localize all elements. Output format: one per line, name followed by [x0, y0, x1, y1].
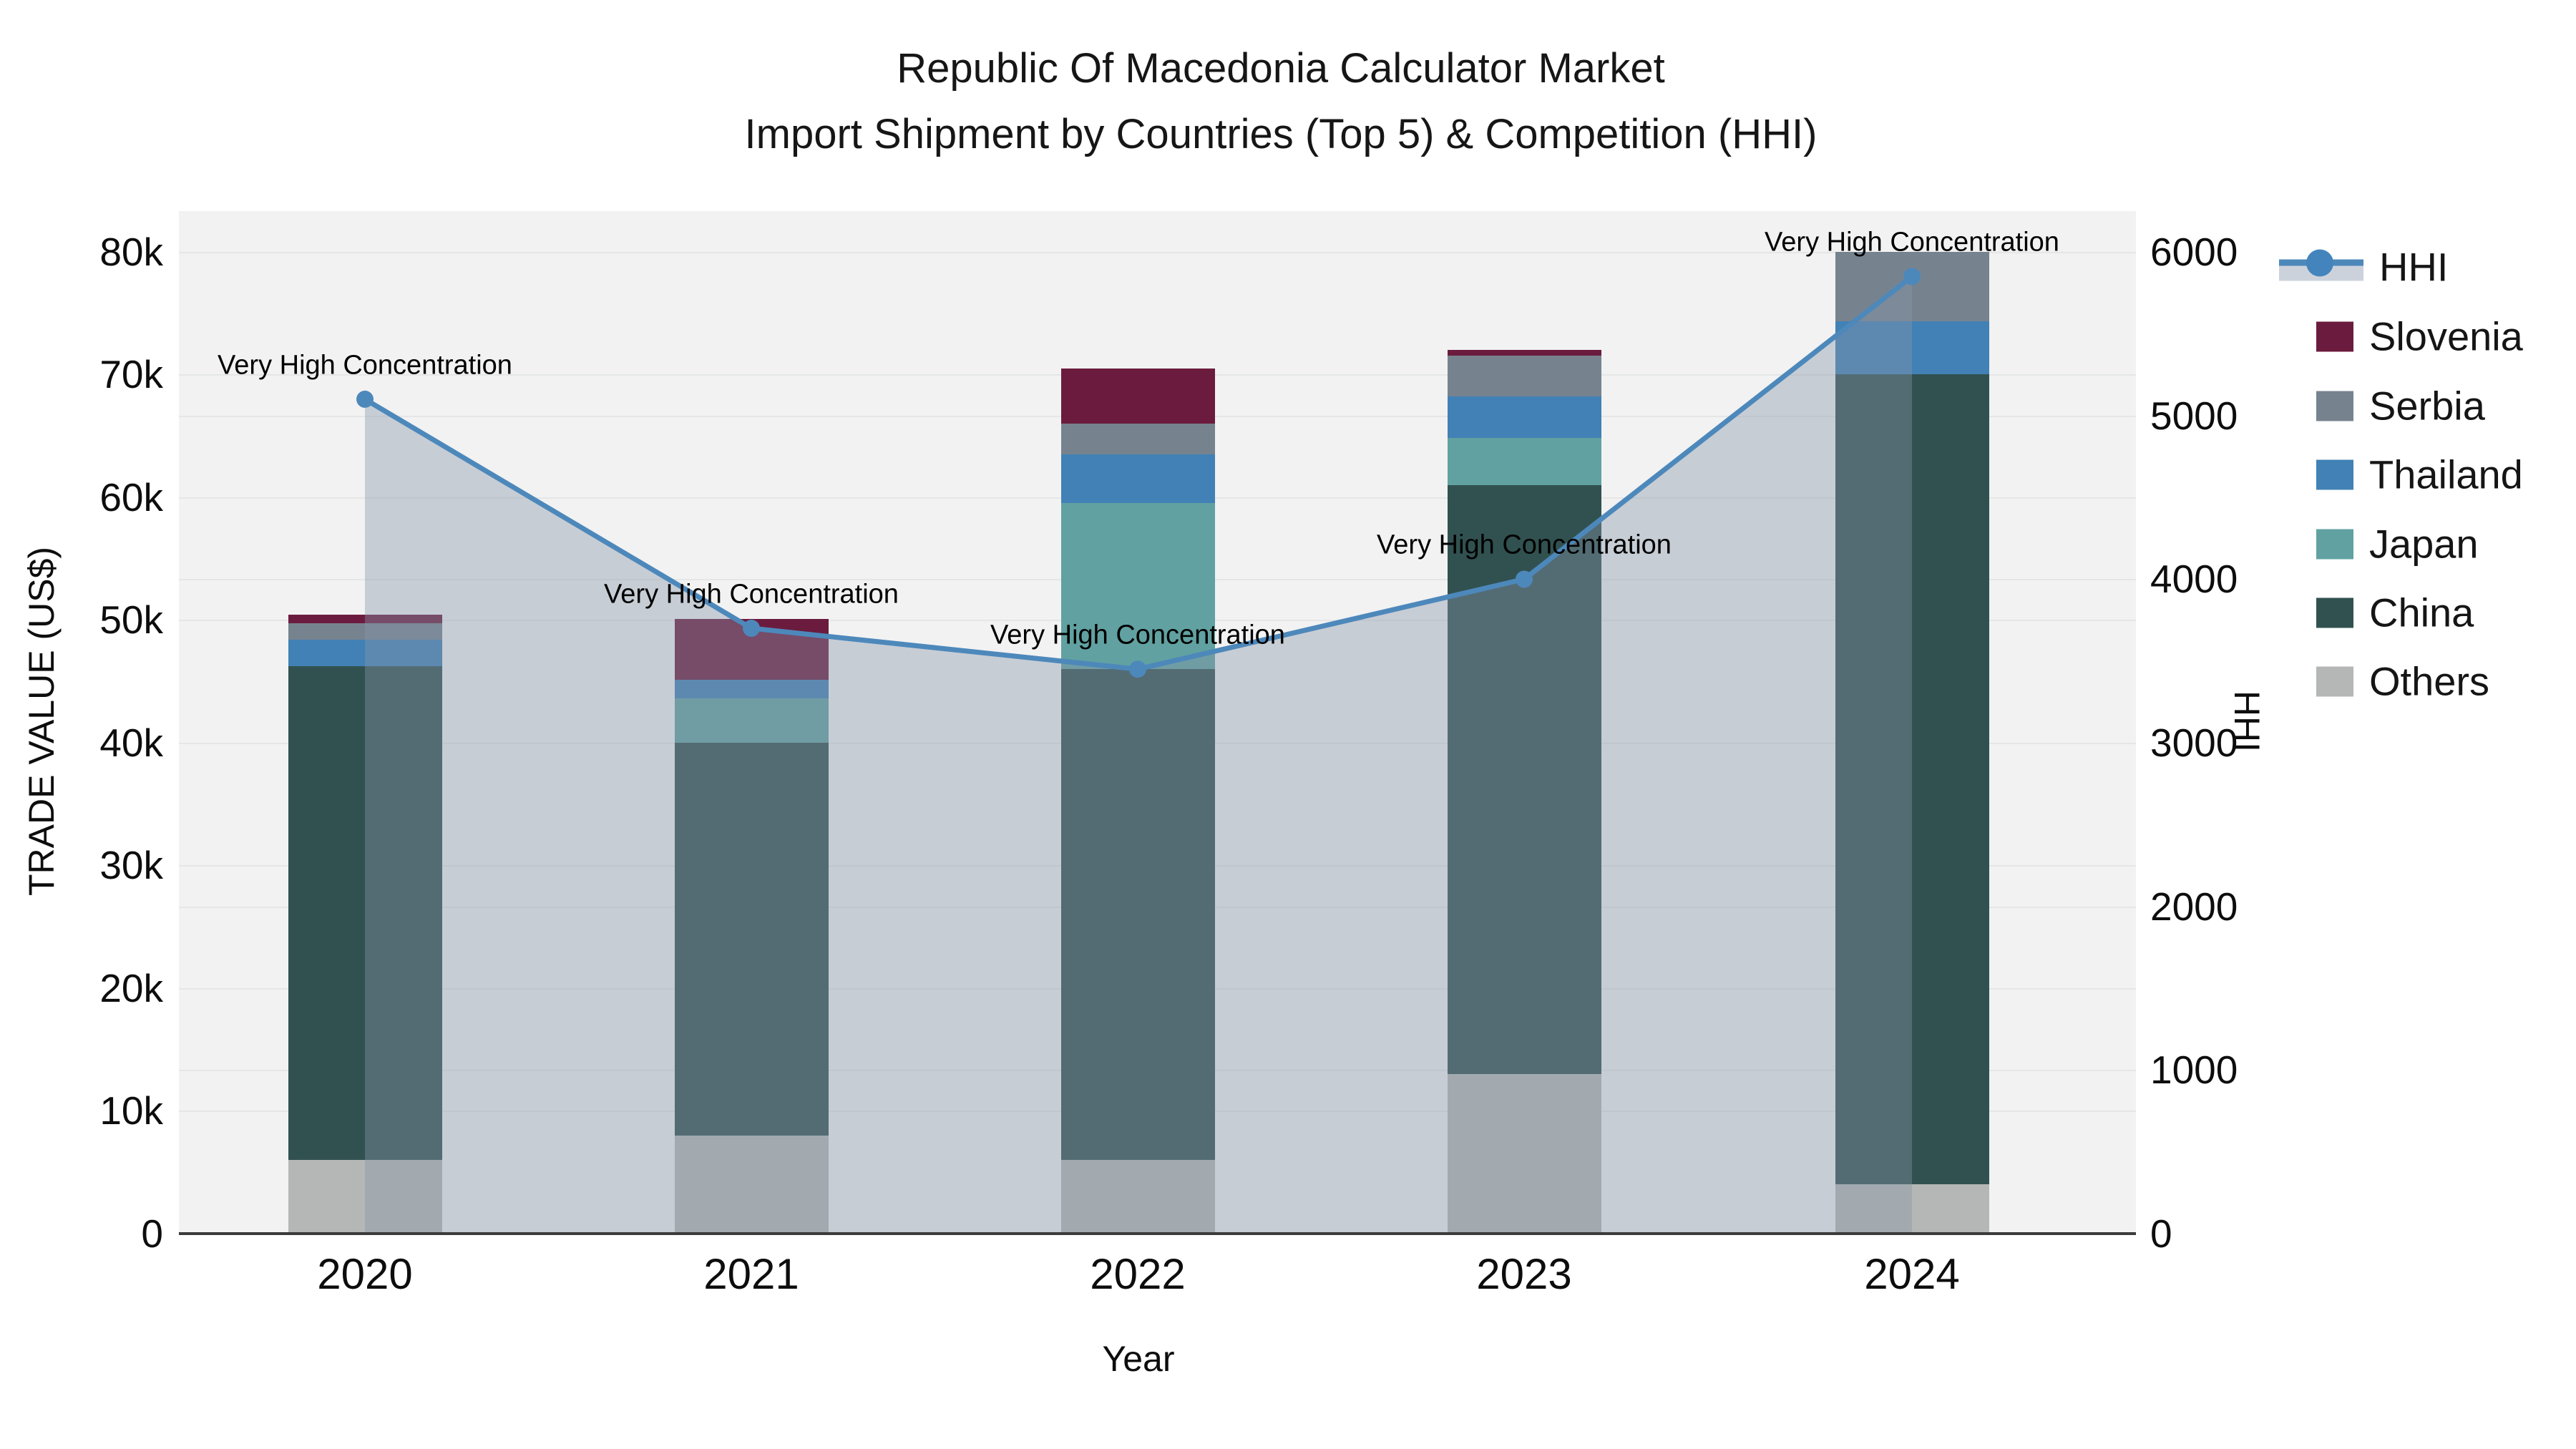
legend-item-thailand[interactable]: Thailand: [2279, 452, 2523, 498]
x-tick-2022: 2022: [1090, 1250, 1186, 1298]
legend-item-others[interactable]: Others: [2279, 658, 2489, 705]
bar-segment-thailand-2020: [288, 639, 442, 667]
legend-item-serbia[interactable]: Serbia: [2279, 383, 2485, 429]
bar-segment-thailand-2021: [674, 680, 829, 699]
annotation-2020: Very High Concentration: [218, 350, 512, 381]
hhi-overlay: [356, 268, 1921, 1234]
plot-area: Very High Concentration Very High Concent…: [179, 211, 2136, 1234]
gridline: [179, 252, 2136, 254]
y-left-tick-30k: 30k: [99, 843, 163, 888]
bar-segment-japan-2023: [1447, 438, 1601, 485]
bar-segment-thailand-2023: [1447, 396, 1601, 439]
bar-segment-thailand-2024: [1835, 321, 1989, 375]
y-right-tick-1000: 1000: [2150, 1048, 2238, 1093]
bar-segment-serbia-2020: [288, 623, 442, 640]
x-tick-2021: 2021: [703, 1250, 799, 1298]
y-left-tick-70k: 70k: [99, 352, 163, 397]
annotation-2022: Very High Concentration: [990, 620, 1285, 650]
y-right-tick-0: 0: [2150, 1211, 2172, 1256]
legend-label-china: China: [2369, 590, 2474, 635]
bar-segment-others-2022: [1060, 1160, 1215, 1234]
bar-segment-japan-2021: [674, 698, 829, 743]
legend-label-japan: Japan: [2369, 521, 2479, 567]
annotation-2021: Very High Concentration: [604, 579, 899, 610]
hhi-legend-swatch-icon: [2279, 249, 2363, 283]
bar-segment-thailand-2022: [1060, 454, 1215, 504]
bar-segment-slovenia-2022: [1060, 368, 1215, 424]
x-axis-line: [179, 1232, 2136, 1235]
bar-segment-serbia-2022: [1060, 423, 1215, 454]
bar-segment-china-2024: [1835, 374, 1989, 1185]
y-left-tick-10k: 10k: [99, 1088, 163, 1133]
bar-segment-serbia-2024: [1835, 251, 1989, 322]
chart-subtitle: Import Shipment by Countries (Top 5) & C…: [744, 111, 1818, 157]
annotation-2024: Very High Concentration: [1765, 227, 2059, 258]
legend-item-china[interactable]: China: [2279, 590, 2474, 636]
bar-segment-china-2022: [1060, 668, 1215, 1161]
bar-segment-slovenia-2020: [288, 615, 442, 624]
y-left-tick-50k: 50k: [99, 597, 163, 643]
legend-label-hhi: HHI: [2379, 244, 2449, 290]
y-left-tick-40k: 40k: [99, 720, 163, 765]
legend-label-thailand: Thailand: [2369, 452, 2523, 497]
bar-segment-japan-2022: [1060, 503, 1215, 669]
y-left-tick-80k: 80k: [99, 229, 163, 274]
bar-segment-others-2021: [674, 1135, 829, 1234]
legend-color-swatch-icon: [2316, 666, 2353, 696]
y-right-tick-3000: 3000: [2150, 721, 2238, 766]
legend-label-slovenia: Slovenia: [2369, 313, 2523, 359]
hhi-point: [1516, 570, 1533, 588]
y-right-tick-4000: 4000: [2150, 557, 2238, 602]
hhi-point: [743, 620, 760, 638]
bar-segment-china-2020: [288, 666, 442, 1161]
legend-color-swatch-icon: [2316, 459, 2353, 489]
x-tick-2020: 2020: [317, 1250, 413, 1298]
y-right-tick-6000: 6000: [2150, 230, 2238, 275]
y-right-tick-5000: 5000: [2150, 393, 2238, 438]
legend-color-swatch-icon: [2316, 321, 2353, 351]
legend-label-serbia: Serbia: [2369, 383, 2485, 429]
x-tick-2023: 2023: [1476, 1250, 1572, 1298]
legend-label-others: Others: [2369, 658, 2490, 704]
bar-segment-others-2024: [1835, 1184, 1989, 1234]
legend-item-hhi[interactable]: HHI: [2279, 244, 2448, 291]
annotation-2023: Very High Concentration: [1377, 530, 1672, 560]
hhi-point: [1903, 268, 1921, 286]
chart-title: Republic Of Macedonia Calculator Market: [897, 45, 1665, 92]
y-axis-title-right: HHI: [2227, 690, 2267, 753]
legend-color-swatch-icon: [2316, 391, 2353, 421]
hhi-dot-swatch: [2306, 249, 2333, 276]
x-tick-2024: 2024: [1864, 1250, 1960, 1298]
hhi-point: [356, 390, 374, 408]
hhi-point: [1129, 660, 1146, 678]
y-axis-title-left: TRADE VALUE (US$): [21, 546, 62, 897]
x-axis-title: Year: [1102, 1339, 1175, 1379]
y-left-tick-20k: 20k: [99, 965, 163, 1010]
legend-color-swatch-icon: [2316, 597, 2353, 628]
y-left-tick-60k: 60k: [99, 474, 163, 519]
bar-segment-slovenia-2023: [1447, 349, 1601, 356]
y-left-tick-0: 0: [141, 1211, 163, 1256]
legend-item-japan[interactable]: Japan: [2279, 521, 2479, 567]
hhi-area-fill: [365, 276, 1912, 1234]
legend-item-slovenia[interactable]: Slovenia: [2279, 313, 2523, 360]
legend-color-swatch-icon: [2316, 529, 2353, 559]
bar-segment-serbia-2023: [1447, 356, 1601, 397]
bar-segment-china-2021: [674, 742, 829, 1136]
bar-segment-others-2023: [1447, 1073, 1601, 1234]
y-right-tick-2000: 2000: [2150, 884, 2238, 929]
bar-segment-others-2020: [288, 1160, 442, 1234]
